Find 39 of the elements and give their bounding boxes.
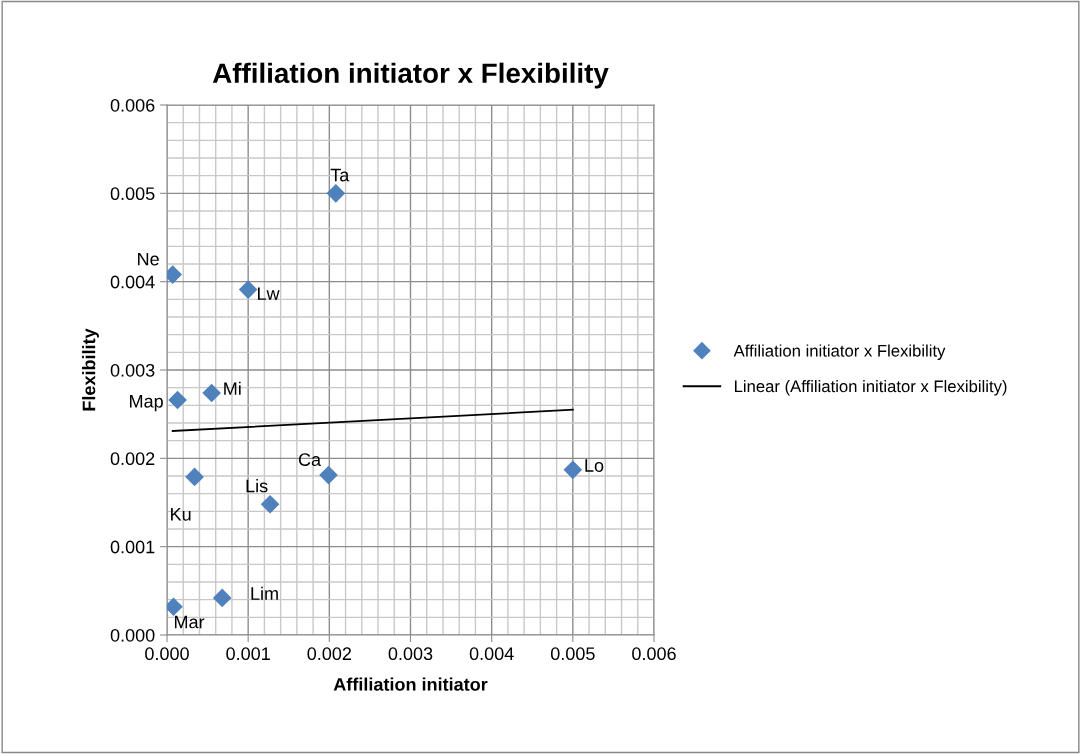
x-tick-label: 0.000 (145, 647, 189, 661)
y-tick-label: 0.005 (110, 187, 155, 201)
legend-label: Linear (Affiliation initiator x Flexibility) (734, 380, 1007, 396)
point (202, 383, 221, 403)
point (260, 494, 280, 514)
x-tick-label: 0.005 (550, 647, 595, 661)
annotation: Ta (330, 168, 350, 182)
y-tick-label: 0.003 (110, 363, 155, 377)
annotation: Mar (174, 615, 205, 629)
annotation: Lo (585, 459, 604, 472)
x-tick-label: 0.003 (388, 647, 433, 661)
annotation: Lis (246, 479, 268, 493)
annotation: Map (130, 395, 163, 412)
annotation: Lim (251, 586, 278, 600)
point (563, 460, 583, 480)
annotation: Ne (138, 252, 159, 266)
x-tick-label: 0.001 (226, 647, 270, 661)
legend-label: Affiliation initiator x Flexibility (733, 344, 946, 360)
annotation: Ku (171, 508, 191, 521)
point (319, 465, 338, 485)
y-tick-label: 0.001 (110, 540, 155, 554)
annotation: Mi (224, 381, 241, 395)
point (168, 390, 187, 410)
annotation: Lw (257, 287, 280, 300)
point (185, 467, 204, 487)
x-tick-label: 0.002 (307, 647, 352, 661)
annotation: Ca (298, 453, 322, 466)
y-axis-title: Flexibility (82, 328, 99, 411)
y-tick-label: 0.004 (110, 275, 155, 289)
point (326, 184, 346, 203)
y-tick-label: 0.000 (110, 628, 155, 642)
chart-title: Affiliation initiator x Flexibility (212, 62, 609, 89)
x-axis-title: Affiliation initiator (333, 677, 488, 691)
point (212, 588, 232, 608)
y-tick-label: 0.006 (110, 98, 155, 112)
y-tick-label: 0.002 (110, 452, 155, 466)
x-tick-label: 0.006 (632, 647, 676, 661)
point (238, 280, 258, 299)
x-tick-label: 0.004 (469, 647, 514, 661)
